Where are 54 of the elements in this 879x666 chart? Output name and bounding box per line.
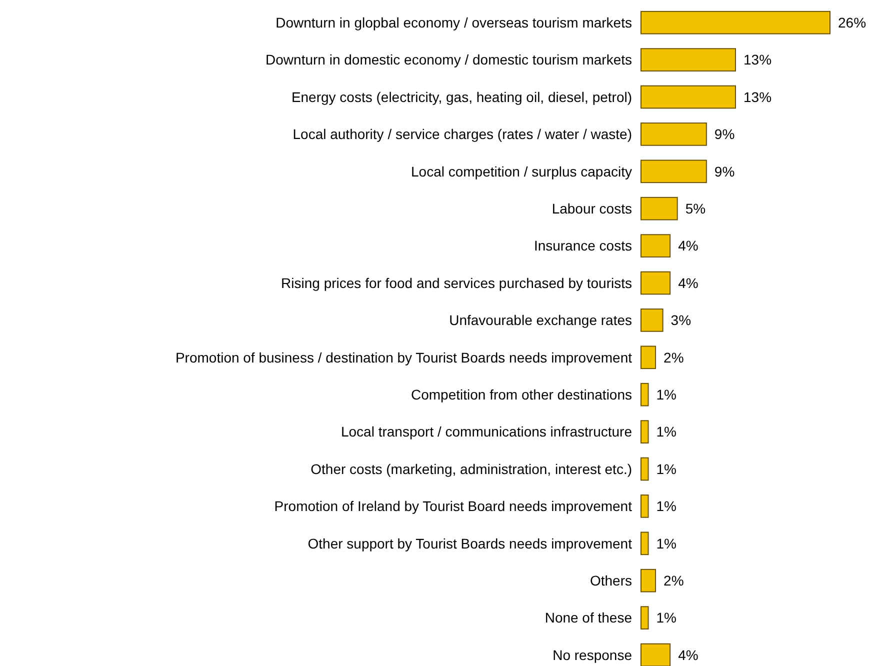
bar [640,234,671,258]
data-label: 4% [678,238,698,254]
data-label: 1% [656,498,677,514]
data-label: 3% [670,312,692,328]
data-label: 1% [656,535,677,552]
y-tick-label: Unfavourable exchange rates [449,312,632,328]
y-tick-label: None of these [544,610,632,626]
data-label: 4% [678,646,698,663]
bar [640,494,649,518]
bar [640,10,830,34]
bar [640,122,707,146]
y-tick-label: Others [590,572,632,588]
data-label: 13% [744,88,772,105]
y-tick-label: Local transport / communications infrastructure [340,424,632,440]
y-tick-label: Rising prices for food and services purchased by tourists [281,274,632,291]
data-label: 9% [714,163,735,180]
data-label: 26% [838,14,866,30]
bar [640,196,678,220]
bar [640,346,656,370]
y-tick-label: Competition from other destinations [411,386,632,402]
data-label: 5% [685,200,706,216]
data-label: 9% [714,126,735,142]
bar [640,382,649,406]
bar [640,532,649,556]
bar [640,568,656,592]
bar [640,160,707,184]
y-tick-label: No response [552,646,632,663]
data-label: 2% [664,349,684,366]
y-tick-label: Other support by Tourist Boards needs improvement [308,535,632,552]
data-label: 2% [664,572,684,588]
y-tick-label: Insurance costs [534,238,632,254]
data-label: 4% [678,274,698,291]
bar [640,643,671,666]
y-tick-label: Energy costs (electricity, gas, heating oil, diesel, petrol) [291,88,632,105]
y-tick-label: Promotion of business / destination by Tourist Boards needs improvement [175,349,632,366]
bar [640,85,736,109]
bar [640,48,736,72]
y-tick-label: Local competition / surplus capacity [411,163,632,180]
data-label: 1% [656,424,677,440]
data-label: 1% [656,386,677,402]
bar [640,606,649,630]
y-tick-label: Labour costs [552,200,632,216]
data-label: 1% [656,610,677,626]
bar [640,420,649,444]
bar [640,308,664,332]
bar [640,457,649,481]
y-tick-label: Other costs (marketing, administration, interest etc.) [310,460,632,477]
y-tick-label: Downturn in glopbal economy / overseas tourism markets [276,14,632,30]
y-tick-label: Local authority / service charges (rates / water / waste) [292,126,632,142]
y-tick-label: Downturn in domestic economy / domestic tourism markets [266,52,632,68]
bar [640,271,671,295]
data-label: 1% [656,460,677,477]
y-tick-label: Promotion of Ireland by Tourist Board needs improvement [274,498,632,514]
data-label: 13% [744,52,772,68]
